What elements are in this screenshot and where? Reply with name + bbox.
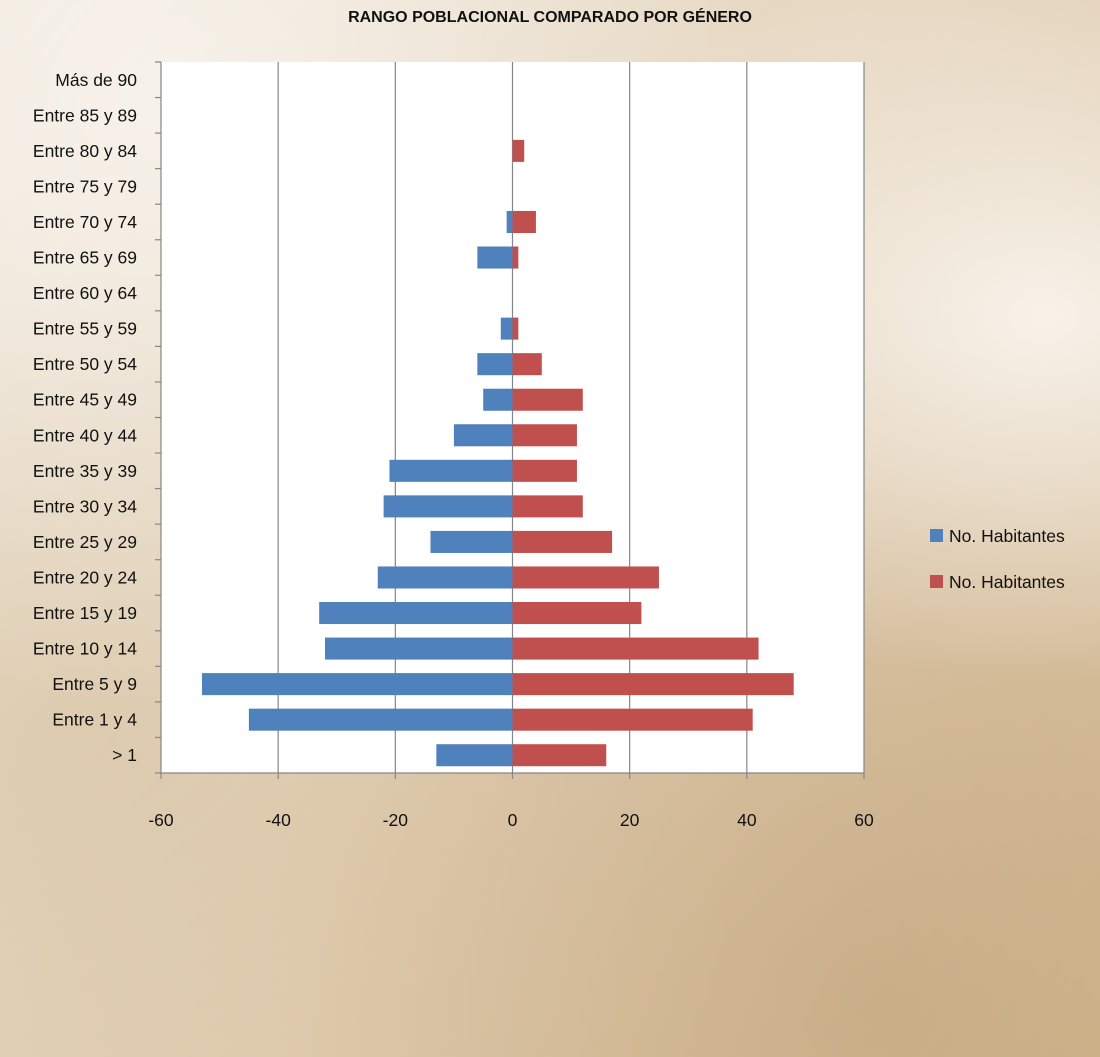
bar-series-0-0	[436, 744, 513, 767]
y-tick-label-4: Entre 15 y 19	[33, 603, 137, 623]
legend-label-1: No. Habitantes	[949, 572, 1065, 592]
y-tick-label-16: Entre 75 y 79	[33, 176, 137, 196]
legend-swatch-1	[930, 575, 943, 588]
y-tick-label-8: Entre 35 y 39	[33, 461, 137, 481]
y-tick-label-5: Entre 20 y 24	[33, 567, 137, 587]
bar-series-0-3	[325, 637, 513, 660]
legend: No. Habitantes No. Habitantes	[930, 526, 1065, 592]
bar-series-0-2	[202, 673, 513, 696]
y-tick-label-0: > 1	[112, 745, 137, 765]
bar-series-1-15	[512, 210, 536, 233]
bar-series-0-10	[483, 388, 513, 411]
bar-series-1-10	[512, 388, 583, 411]
x-tick-label-5: 40	[737, 810, 757, 830]
y-tick-label-11: Entre 50 y 54	[33, 354, 137, 374]
y-tick-label-7: Entre 30 y 34	[33, 496, 137, 516]
bar-series-1-6	[512, 530, 613, 553]
x-tick-label-2: -20	[383, 810, 409, 830]
bar-series-0-5	[377, 566, 513, 589]
x-tick-label-6: 60	[854, 810, 874, 830]
bar-series-0-4	[319, 602, 513, 625]
chart-title: RANGO POBLACIONAL COMPARADO POR GÉNERO	[348, 9, 752, 26]
axes	[155, 61, 865, 779]
y-tick-label-10: Entre 45 y 49	[33, 390, 137, 410]
bar-series-1-14	[512, 246, 519, 269]
y-tick-label-18: Entre 85 y 89	[33, 105, 137, 125]
y-tick-label-17: Entre 80 y 84	[33, 141, 137, 161]
x-tick-label-3: 0	[508, 810, 518, 830]
y-tick-label-2: Entre 5 y 9	[52, 674, 137, 694]
y-tick-label-9: Entre 40 y 44	[33, 425, 137, 445]
bar-series-1-3	[512, 637, 759, 660]
bar-series-0-1	[248, 708, 513, 731]
y-tick-label-3: Entre 10 y 14	[33, 639, 137, 659]
bar-series-0-11	[477, 353, 513, 376]
y-tick-label-15: Entre 70 y 74	[33, 212, 137, 232]
bar-series-1-4	[512, 602, 642, 625]
y-tick-label-13: Entre 60 y 64	[33, 283, 137, 303]
y-tick-label-19: Más de 90	[55, 70, 137, 90]
bar-series-1-17	[512, 139, 525, 162]
x-tick-labels: -60 -40 -20 0 20 40 60	[148, 810, 874, 830]
bar-series-1-1	[512, 708, 753, 731]
bar-series-0-9	[453, 424, 513, 447]
bar-series-1-0	[512, 744, 607, 767]
bar-series-1-11	[512, 353, 542, 376]
legend-label-0: No. Habitantes	[949, 526, 1065, 546]
y-tick-label-6: Entre 25 y 29	[33, 532, 137, 552]
bar-series-0-8	[389, 459, 513, 482]
y-tick-labels: > 1 Entre 1 y 4 Entre 5 y 9 Entre 10 y 14 En…	[33, 70, 137, 765]
y-tick-label-1: Entre 1 y 4	[52, 710, 137, 730]
x-tick-label-4: 20	[620, 810, 640, 830]
bar-series-0-7	[383, 495, 513, 518]
y-tick-label-14: Entre 65 y 69	[33, 248, 137, 268]
bar-series-1-7	[512, 495, 583, 518]
x-tick-label-0: -60	[148, 810, 174, 830]
bar-series-0-12	[500, 317, 513, 340]
bar-series-1-2	[512, 673, 794, 696]
bars	[202, 139, 794, 767]
legend-swatch-0	[930, 529, 943, 542]
bar-series-0-14	[477, 246, 513, 269]
bar-series-1-9	[512, 424, 577, 447]
x-tick-label-1: -40	[266, 810, 292, 830]
bar-series-1-12	[512, 317, 519, 340]
y-tick-label-12: Entre 55 y 59	[33, 319, 137, 339]
bar-series-0-15	[506, 210, 513, 233]
bar-series-0-6	[430, 530, 513, 553]
bar-series-1-5	[512, 566, 659, 589]
bar-series-1-8	[512, 459, 577, 482]
